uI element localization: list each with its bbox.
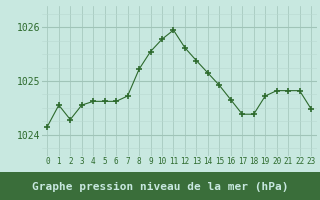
Text: Graphe pression niveau de la mer (hPa): Graphe pression niveau de la mer (hPa) bbox=[32, 182, 288, 192]
